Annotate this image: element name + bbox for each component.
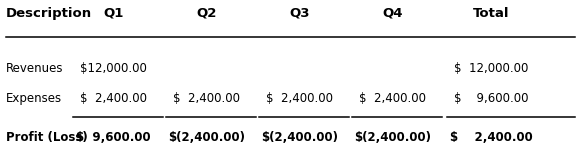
Text: $  9,600.00: $ 9,600.00 — [76, 131, 150, 144]
Text: $    9,600.00: $ 9,600.00 — [454, 92, 528, 105]
Text: $  2,400.00: $ 2,400.00 — [80, 92, 147, 105]
Text: $(2,400.00): $(2,400.00) — [354, 131, 431, 144]
Text: $(2,400.00): $(2,400.00) — [261, 131, 338, 144]
Text: $    2,400.00: $ 2,400.00 — [450, 131, 532, 144]
Text: Q1: Q1 — [103, 7, 124, 20]
Text: Profit (Loss): Profit (Loss) — [6, 131, 88, 144]
Text: $  2,400.00: $ 2,400.00 — [358, 92, 426, 105]
Text: $  2,400.00: $ 2,400.00 — [173, 92, 240, 105]
Text: $  12,000.00: $ 12,000.00 — [454, 62, 528, 75]
Text: Total: Total — [473, 7, 509, 20]
Text: $(2,400.00): $(2,400.00) — [168, 131, 245, 144]
Text: Q3: Q3 — [289, 7, 310, 20]
Text: Description: Description — [6, 7, 92, 20]
Text: Q2: Q2 — [196, 7, 217, 20]
Text: Revenues: Revenues — [6, 62, 63, 75]
Text: $  2,400.00: $ 2,400.00 — [266, 92, 333, 105]
Text: Q4: Q4 — [382, 7, 403, 20]
Text: Expenses: Expenses — [6, 92, 62, 105]
Text: $12,000.00: $12,000.00 — [80, 62, 147, 75]
